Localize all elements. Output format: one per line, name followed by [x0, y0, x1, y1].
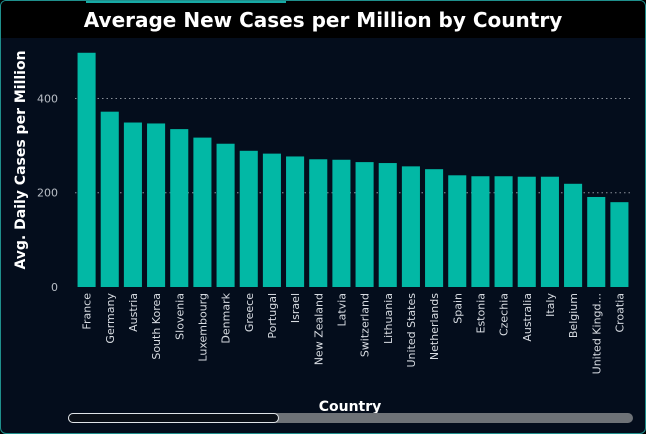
x-tick-label: New Zealand [312, 293, 325, 365]
x-tick-label: Italy [544, 293, 557, 317]
x-tick-label: Estonia [474, 293, 487, 334]
title-bar: Average New Cases per Million by Country [1, 1, 645, 38]
x-tick-label: Israel [289, 293, 302, 323]
bar[interactable] [378, 163, 397, 287]
bar[interactable] [100, 111, 119, 288]
x-tick-label: Portugal [266, 293, 279, 339]
x-tick-label: Switzerland [359, 293, 372, 357]
x-tick-label: Greece [243, 293, 256, 332]
x-tick-label: Slovenia [173, 293, 186, 340]
bar[interactable] [355, 162, 374, 287]
x-tick-label: Luxembourg [196, 293, 209, 362]
x-tick-label: France [81, 293, 94, 330]
bar[interactable] [309, 159, 328, 287]
focus-accent [86, 1, 286, 3]
x-axis-label: Country [319, 399, 382, 415]
x-tick-label: South Korea [150, 293, 163, 360]
bar[interactable] [262, 153, 281, 287]
y-axis-ticks: 0 200 400 [37, 92, 58, 294]
bar[interactable] [147, 123, 166, 287]
x-tick-label: Australia [521, 293, 534, 342]
x-tick-label: Latvia [335, 293, 348, 327]
y-tick-label: 200 [37, 187, 58, 200]
x-axis-ticks: France Germany Austria South Korea Slovenia L… [81, 292, 627, 374]
x-tick-label: United Kingd... [590, 293, 603, 374]
bar[interactable] [193, 137, 212, 287]
x-tick-label: Lithuania [382, 293, 395, 344]
scrollbar-thumb[interactable] [68, 413, 280, 423]
bar[interactable] [517, 176, 536, 287]
x-tick-label: Spain [451, 293, 464, 324]
x-tick-label: Germany [104, 293, 117, 344]
bars [77, 52, 629, 288]
bar[interactable] [77, 52, 96, 288]
x-tick-label: United States [405, 293, 418, 368]
bar[interactable] [494, 176, 513, 287]
bar[interactable] [401, 166, 420, 287]
bar[interactable] [239, 150, 258, 287]
y-axis-label: Avg. Daily Cases per Million [13, 50, 29, 269]
bar[interactable] [448, 175, 467, 287]
x-tick-label: Croatia [613, 293, 626, 333]
y-tick-label: 0 [51, 281, 58, 294]
bar[interactable] [123, 122, 142, 288]
chart-title: Average New Cases per Million by Country [83, 7, 563, 32]
bar[interactable] [170, 129, 189, 287]
bar[interactable] [471, 176, 490, 287]
bar[interactable] [332, 159, 351, 287]
x-tick-label: Austria [127, 293, 140, 332]
bar[interactable] [540, 176, 559, 287]
bar[interactable] [564, 183, 583, 287]
bar[interactable] [610, 202, 629, 287]
bar[interactable] [425, 169, 444, 287]
x-tick-label: Netherlands [428, 293, 441, 360]
x-tick-label: Denmark [220, 292, 233, 343]
horizontal-scrollbar[interactable] [68, 413, 633, 423]
bar[interactable] [587, 196, 606, 287]
y-tick-label: 400 [37, 92, 58, 105]
bar[interactable] [216, 143, 235, 287]
bar[interactable] [286, 156, 305, 287]
x-tick-label: Czechia [498, 293, 511, 336]
x-tick-label: Belgium [567, 293, 580, 338]
